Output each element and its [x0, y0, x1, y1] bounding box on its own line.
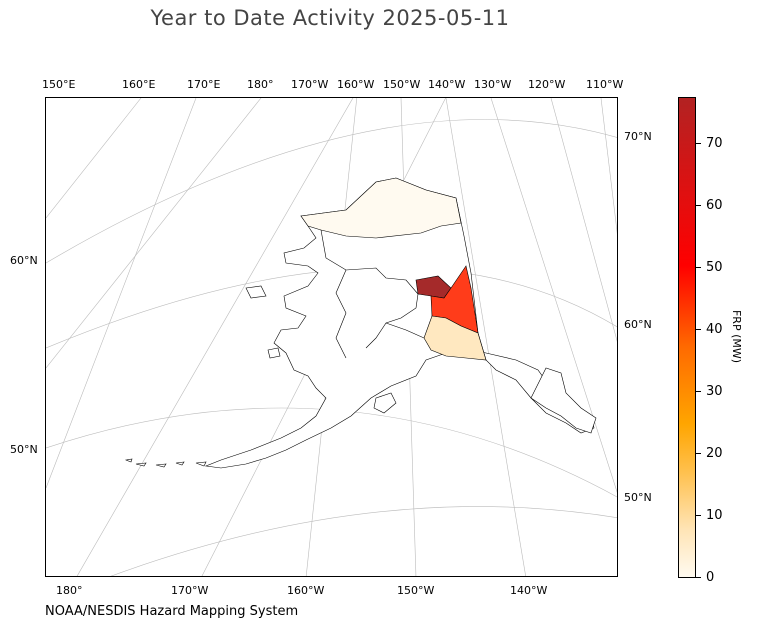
colorbar-title: FRP (MW)	[730, 309, 744, 364]
se-fairbanks-region	[423, 315, 487, 361]
lon-label: 150°E	[42, 78, 76, 91]
lon-label: 150°W	[397, 584, 435, 597]
map-frame	[45, 97, 618, 577]
aleutian-islands	[124, 458, 207, 468]
colorbar-label: 20	[706, 446, 723, 461]
lat-label: 60°N	[624, 318, 652, 331]
colorbar-label: 50	[706, 260, 723, 275]
colorbar-label: 40	[706, 322, 723, 337]
alaska-map	[46, 98, 617, 576]
lon-label: 130°W	[474, 78, 512, 91]
map-title: Year to Date Activity 2025-05-11	[150, 6, 510, 30]
colorbar-tick	[696, 205, 701, 206]
graticule-line	[600, 98, 617, 234]
graticule-line	[490, 98, 617, 493]
alaska-land	[124, 177, 597, 469]
lat-label: 50°N	[10, 443, 38, 456]
lon-label: 180°	[56, 584, 83, 597]
colorbar	[678, 97, 696, 578]
colorbar-label: 60	[706, 198, 723, 213]
colorbar-tick	[696, 453, 701, 454]
graticule-line	[46, 98, 142, 219]
lon-label: 160°E	[122, 78, 156, 91]
colorbar-label: 10	[706, 508, 723, 523]
st-lawrence-island	[245, 285, 267, 299]
colorbar-label: 0	[706, 570, 715, 585]
mainland	[204, 177, 595, 469]
colorbar-label: 70	[706, 136, 723, 151]
credit-text: NOAA/NESDIS Hazard Mapping System	[45, 604, 299, 619]
lon-label: 150°W	[383, 78, 421, 91]
graticule-line	[550, 98, 617, 342]
borough-boundary	[385, 322, 425, 339]
graticule-line	[46, 98, 197, 489]
north-slope-region	[300, 177, 462, 239]
colorbar-tick	[696, 267, 701, 268]
lon-label: 180°	[247, 78, 274, 91]
graticule-line	[46, 98, 262, 369]
graticule-line	[445, 98, 526, 576]
nunivak-island	[267, 347, 281, 359]
colorbar-tick	[696, 391, 701, 392]
colorbar-tick	[696, 577, 701, 578]
lat-label: 50°N	[624, 491, 652, 504]
lat-label: 70°N	[624, 130, 652, 143]
colorbar-tick	[696, 515, 701, 516]
southeast-panhandle	[530, 367, 597, 434]
colorbar-tick	[696, 329, 701, 330]
colorbar-tick	[696, 143, 701, 144]
lon-label: 170°W	[171, 584, 209, 597]
lon-label: 140°W	[428, 78, 466, 91]
lon-label: 160°W	[287, 584, 325, 597]
borough-boundary	[335, 269, 347, 359]
colorbar-label: 30	[706, 384, 723, 399]
graticule-line	[76, 98, 354, 576]
graticule-arc	[46, 119, 617, 264]
lon-label: 120°W	[528, 78, 566, 91]
lon-label: 170°W	[291, 78, 329, 91]
graticule-arc	[110, 506, 617, 576]
lon-label: 160°W	[337, 78, 375, 91]
kodiak-island	[373, 392, 397, 414]
lat-label: 60°N	[10, 254, 38, 267]
lon-label: 110°W	[586, 78, 624, 91]
lon-label: 140°W	[510, 584, 548, 597]
borough-boundary	[320, 229, 419, 349]
lon-label: 170°E	[187, 78, 221, 91]
